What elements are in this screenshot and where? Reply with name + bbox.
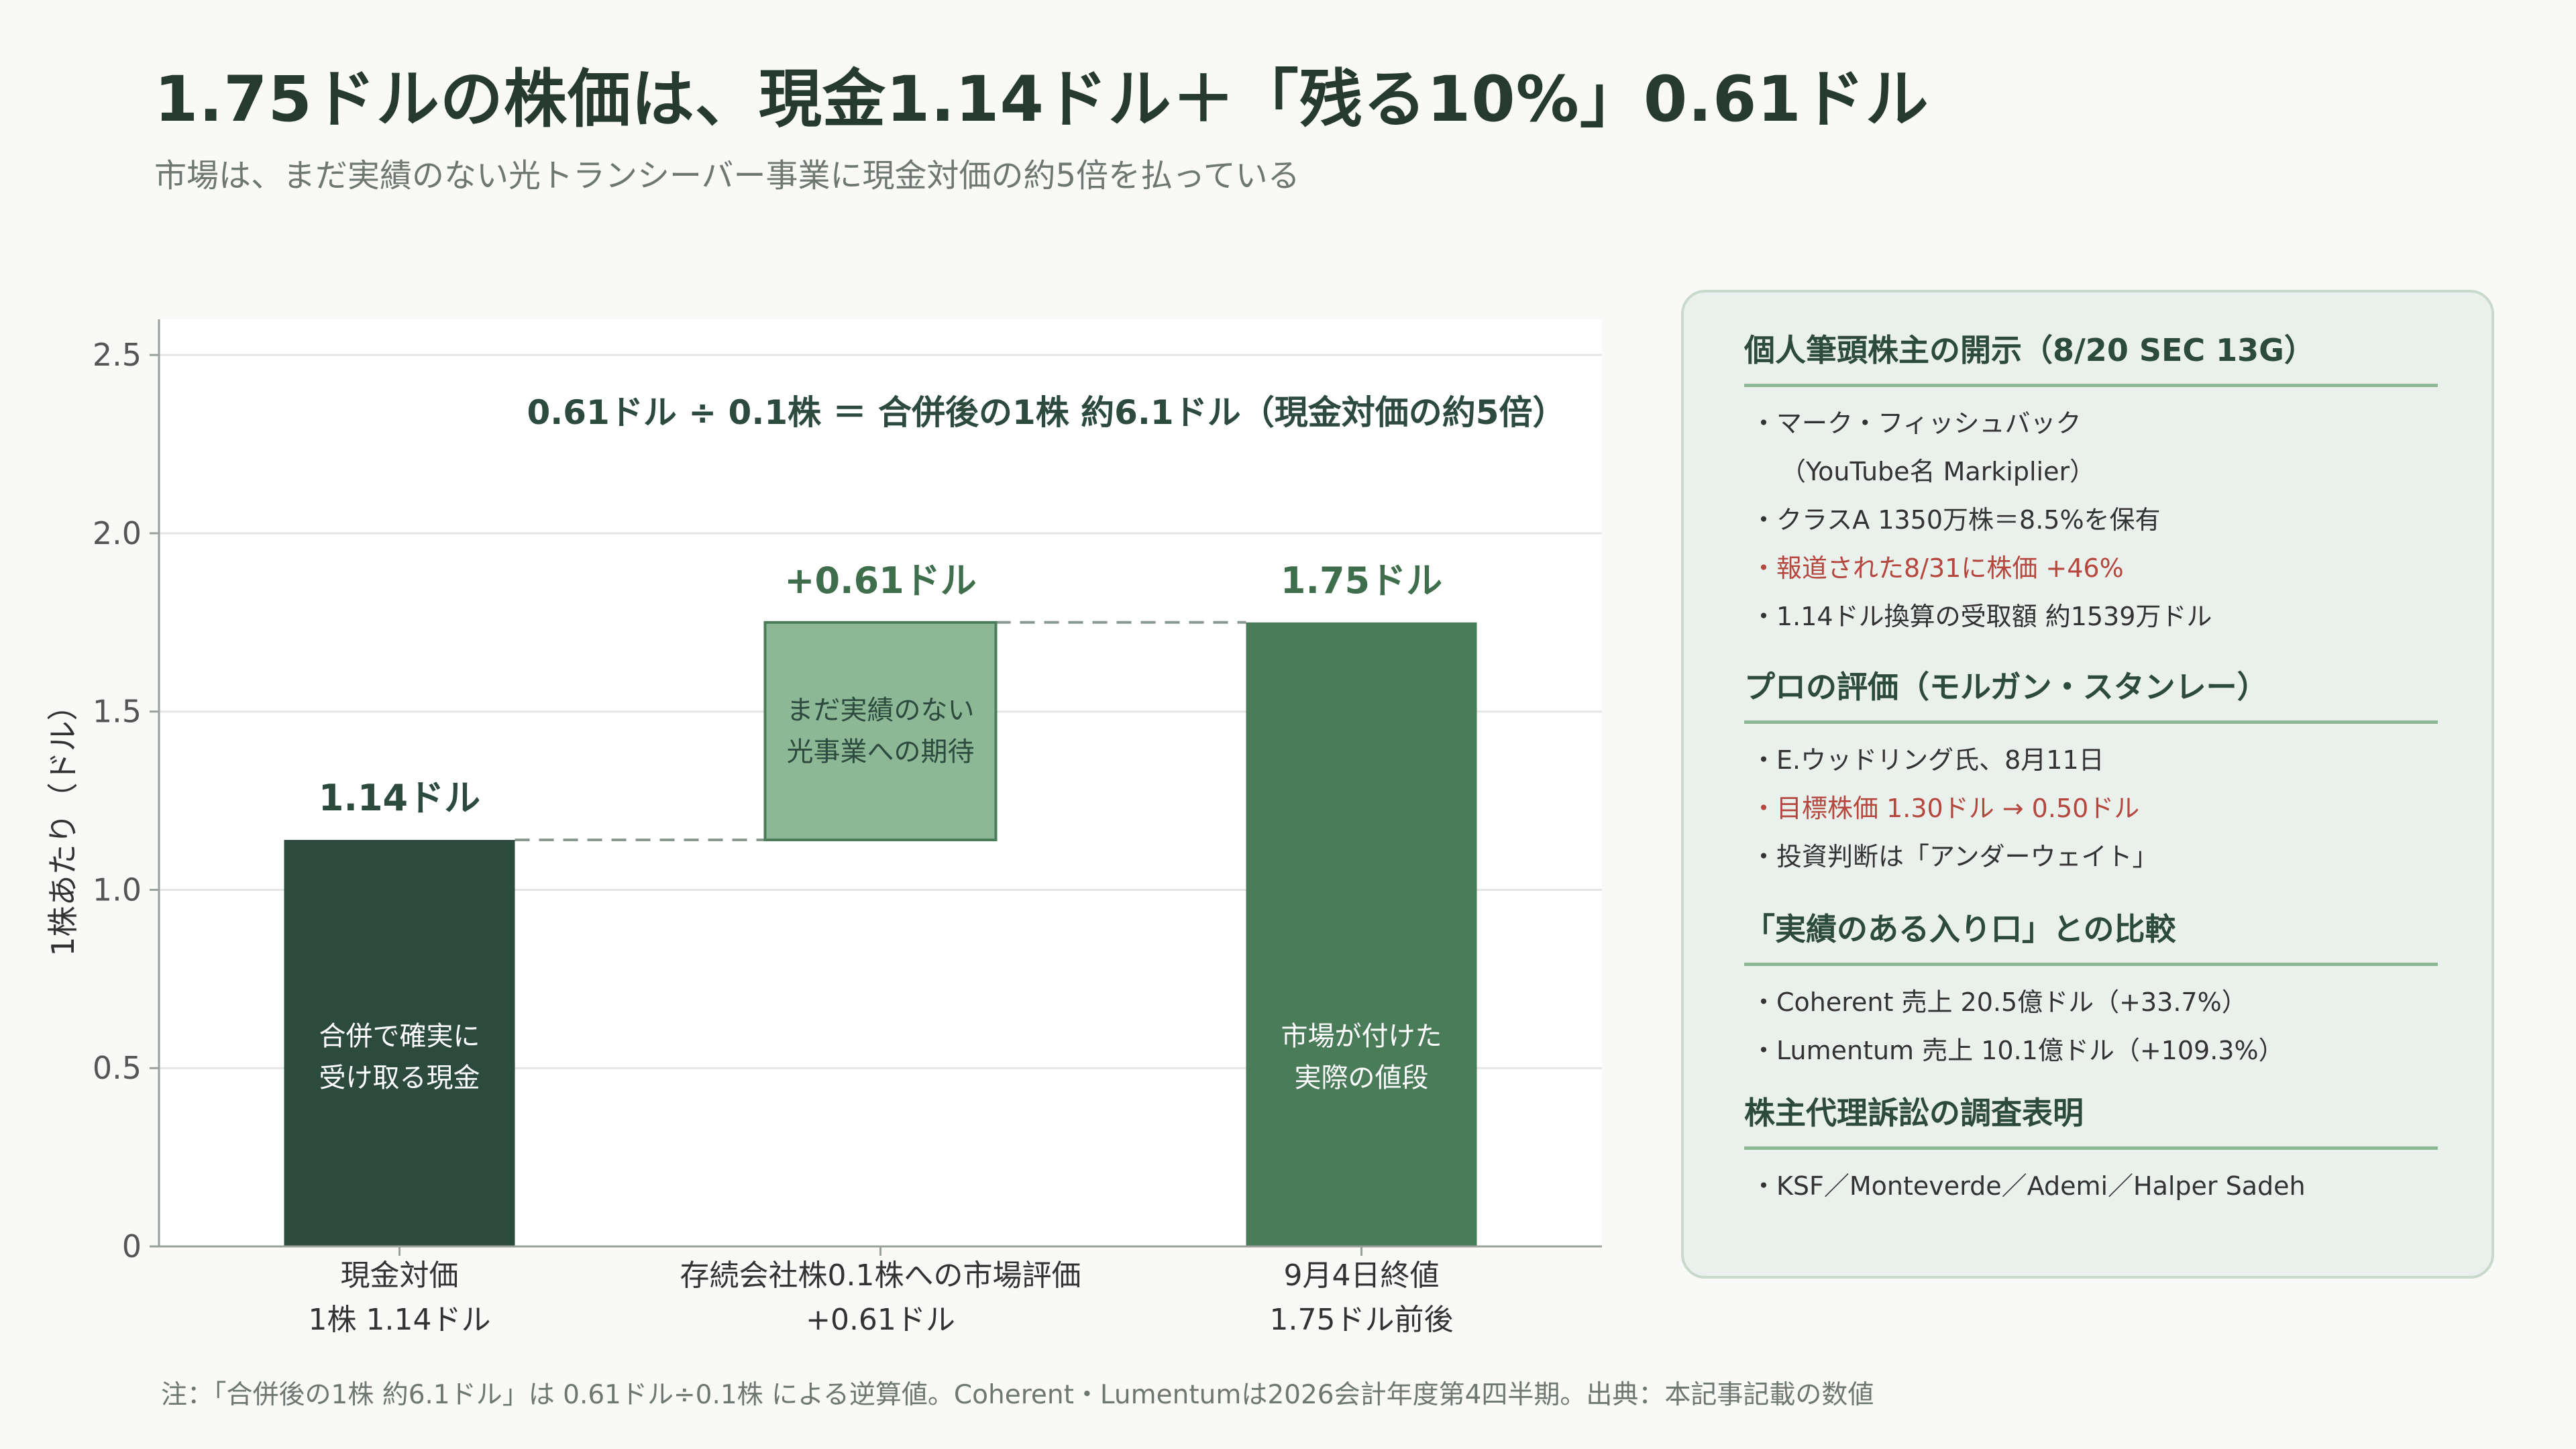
panel-item: ・Coherent 売上 20.5億ドル（+33.7%） xyxy=(1751,987,2247,1017)
panel-item-list: ・E.ウッドリング氏、8月11日・目標株価 1.30ドル → 0.50ドル ・投資… xyxy=(1744,736,2438,881)
panel-section: 個人筆頭株主の開示（8/20 SEC 13G） ・マーク・フィッシュバック （You… xyxy=(1744,326,2438,641)
y-tick-label: 0.5 xyxy=(93,1050,142,1086)
bar-value-label: 1.75ドル xyxy=(1281,559,1442,602)
x-category-label: 9月4日終値 xyxy=(1284,1258,1440,1293)
panel-item: ・報道された8/31に株価 +46% xyxy=(1751,553,2124,583)
panel-item: ・Lumentum 売上 10.1億ドル（+109.3%） xyxy=(1751,1036,2284,1065)
bar-inner-label: 合併で確実に xyxy=(319,1021,480,1052)
panel-section: 「実績のある入り口」との比較・Coherent 売上 20.5億ドル（+33.7… xyxy=(1744,905,2438,1075)
panel-item-list: ・Coherent 売上 20.5億ドル（+33.7%） ・Lumentum 売上… xyxy=(1744,978,2438,1075)
bar-inner-label: 光事業への期待 xyxy=(787,737,975,767)
bar-inner-label: 受け取る現金 xyxy=(319,1063,480,1093)
y-tick-label: 0 xyxy=(122,1228,142,1265)
bar-1 xyxy=(284,840,515,1246)
panel-section: 株主代理訴訟の調査表明・KSF／Monteverde／Ademi／Halper … xyxy=(1744,1089,2438,1210)
page-subtitle: 市場は、まだ実績のない光トランシーバー事業に現金対価の約5倍を払っている xyxy=(154,157,1300,195)
x-category-label: 存続会社株0.1株への市場評価 xyxy=(680,1258,1081,1293)
x-category-label: +0.61ドル xyxy=(806,1303,955,1337)
bar-3 xyxy=(1246,622,1477,1246)
panel-item-list: ・KSF／Monteverde／Ademi／Halper Sadeh xyxy=(1744,1162,2438,1210)
bar-value-label: 1.14ドル xyxy=(319,777,480,819)
panel-item: （YouTube名 Markiplier） xyxy=(1780,457,2096,486)
panel-section-heading: プロの評価（モルガン・スタンレー） xyxy=(1744,663,2438,724)
panel-item: ・KSF／Monteverde／Ademi／Halper Sadeh xyxy=(1751,1171,2306,1201)
panel-section-heading: 株主代理訴訟の調査表明 xyxy=(1744,1089,2438,1150)
page-title: 1.75ドルの株価は、現金1.14ドル＋「残る10%」0.61ドル xyxy=(154,63,1929,136)
y-tick-label: 1.0 xyxy=(93,871,142,908)
panel-section: プロの評価（モルガン・スタンレー） ・E.ウッドリング氏、8月11日・目標株価 1… xyxy=(1744,663,2438,881)
bar-inner-label: 市場が付けた xyxy=(1281,1021,1442,1052)
panel-item: ・1.14ドル換算の受取額 約1539万ドル xyxy=(1751,602,2212,631)
bar-inner-label: 実際の値段 xyxy=(1295,1063,1429,1093)
panel-item: ・E.ウッドリング氏、8月11日 xyxy=(1751,745,2104,775)
y-tick-label: 2.0 xyxy=(93,515,142,551)
y-tick-label: 2.5 xyxy=(93,337,142,373)
bar-2 xyxy=(763,621,998,842)
footnote: 注：「合併後の1株 約6.1ドル」は 0.61ドル÷0.1株 による逆算値。Co… xyxy=(161,1380,1874,1410)
panel-section-heading: 「実績のある入り口」との比較 xyxy=(1744,905,2438,966)
x-category-label: 1株 1.14ドル xyxy=(309,1303,491,1337)
panel-item: ・クラスA 1350万株＝8.5%を保有 xyxy=(1751,505,2161,535)
y-tick-label: 1.5 xyxy=(93,694,142,730)
panel-item-list: ・マーク・フィッシュバック （YouTube名 Markiplier） ・クラスA … xyxy=(1744,399,2438,641)
chart-annotation: 0.61ドル ÷ 0.1株 ＝ 合併後の1株 約6.1ドル（現金対価の約5倍） xyxy=(527,393,1566,432)
x-category-label: 現金対価 xyxy=(341,1258,459,1293)
panel-item: ・目標株価 1.30ドル → 0.50ドル xyxy=(1751,794,2140,823)
panel-section-heading: 個人筆頭株主の開示（8/20 SEC 13G） xyxy=(1744,326,2438,387)
panel-item: ・マーク・フィッシュバック xyxy=(1751,409,2082,438)
bar-value-label: +0.61ドル xyxy=(784,559,976,602)
y-axis-label: 1株あたり（ドル） xyxy=(45,690,81,956)
bar-inner-label: まだ実績のない xyxy=(787,695,975,726)
x-category-label: 1.75ドル前後 xyxy=(1270,1303,1454,1337)
panel-item: ・投資判断は「アンダーウェイト」 xyxy=(1751,842,2158,871)
info-panel: 個人筆頭株主の開示（8/20 SEC 13G） ・マーク・フィッシュバック （You… xyxy=(1681,290,2494,1279)
